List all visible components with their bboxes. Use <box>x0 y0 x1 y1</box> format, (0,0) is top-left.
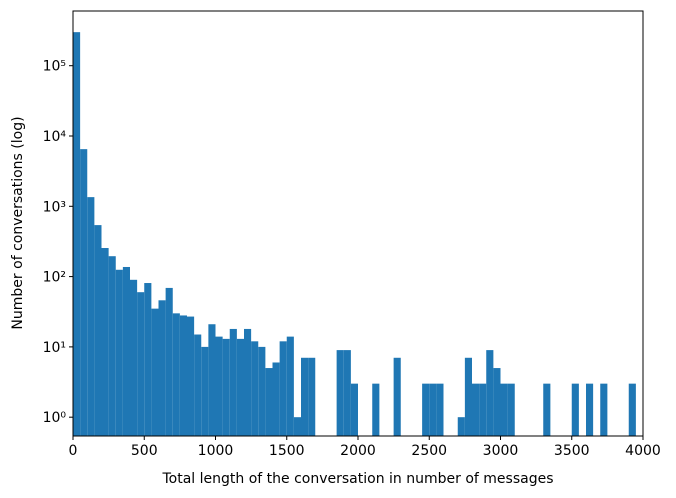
x-axis-label: Total length of the conversation in numb… <box>162 471 554 487</box>
y-tick-label: 10⁴ <box>43 129 67 145</box>
bar <box>429 383 437 436</box>
bar <box>115 269 123 436</box>
y-tick-label: 10⁰ <box>43 410 67 426</box>
bar <box>201 346 209 436</box>
bar <box>628 383 636 436</box>
bar <box>543 383 551 436</box>
x-tick-label: 2000 <box>340 443 376 459</box>
bar <box>172 313 180 436</box>
bar <box>215 336 223 436</box>
bar <box>244 328 252 436</box>
bar <box>422 383 430 436</box>
bar <box>137 292 145 436</box>
bar <box>507 383 515 436</box>
x-tick-label: 500 <box>131 443 158 459</box>
y-tick-label: 10³ <box>43 199 66 215</box>
bar <box>272 362 280 436</box>
bar <box>151 308 159 436</box>
bar <box>308 357 316 436</box>
bar <box>493 368 501 436</box>
bar <box>179 315 187 436</box>
bar <box>279 341 287 436</box>
bar <box>208 324 216 436</box>
bar <box>350 383 358 436</box>
x-tick-label: 0 <box>69 443 78 459</box>
y-tick-label: 10¹ <box>43 340 66 356</box>
bar <box>87 197 95 436</box>
bar <box>336 350 344 436</box>
bar <box>144 283 152 436</box>
x-tick-label: 3000 <box>483 443 519 459</box>
bar <box>500 383 508 436</box>
x-tick-label: 3500 <box>554 443 590 459</box>
bar <box>94 225 102 436</box>
x-tick-label: 1000 <box>198 443 234 459</box>
bar <box>258 346 266 436</box>
bar <box>436 383 444 436</box>
bar <box>108 256 116 436</box>
bar <box>229 328 237 436</box>
bar <box>80 149 88 437</box>
bar <box>301 357 309 436</box>
bar <box>343 350 351 436</box>
bar <box>73 32 81 437</box>
bar <box>486 350 494 436</box>
x-tick-label: 2500 <box>411 443 447 459</box>
bar <box>586 383 594 436</box>
bar <box>472 383 480 436</box>
bar <box>187 316 195 436</box>
x-tick-label: 1500 <box>269 443 305 459</box>
bar <box>130 279 138 436</box>
bar <box>158 300 166 436</box>
y-tick-label: 10⁵ <box>43 59 66 75</box>
bar <box>393 357 401 436</box>
y-tick-label: 10² <box>43 270 66 286</box>
bar <box>222 338 230 436</box>
bar <box>236 338 244 436</box>
bar <box>251 341 259 436</box>
bar <box>372 383 380 436</box>
bar <box>457 417 465 436</box>
x-tick-label: 4000 <box>625 443 661 459</box>
bar <box>165 287 173 436</box>
bar <box>479 383 487 436</box>
bar <box>571 383 579 436</box>
bar <box>194 334 202 436</box>
bar <box>464 357 472 436</box>
bar <box>265 368 273 436</box>
y-axis-label: Number of conversations (log) <box>10 116 26 329</box>
bar <box>293 417 301 436</box>
bar <box>122 266 130 436</box>
bar <box>286 336 294 436</box>
bar <box>101 248 109 436</box>
bar <box>600 383 608 436</box>
